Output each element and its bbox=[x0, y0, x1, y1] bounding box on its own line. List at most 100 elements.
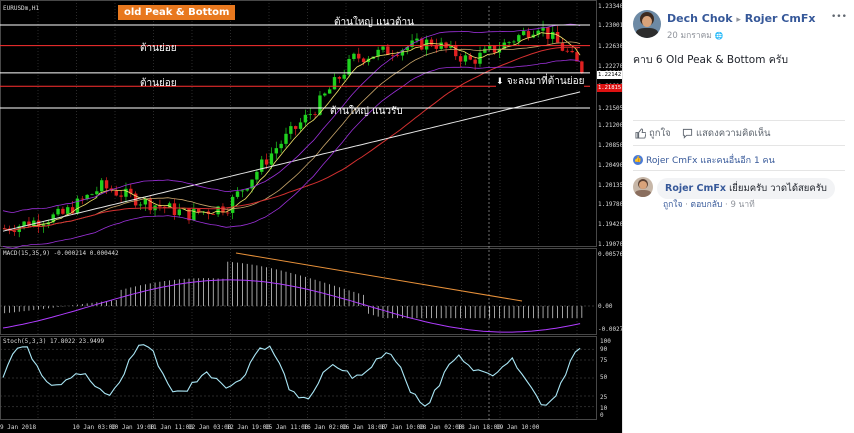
price-axis-label: 1.19070 bbox=[598, 241, 622, 248]
candle-body bbox=[250, 179, 254, 189]
candle-body bbox=[143, 198, 148, 205]
candle-body bbox=[104, 180, 109, 189]
time-axis-label: 11 Jan 11:00 bbox=[149, 424, 193, 431]
candle-body bbox=[400, 50, 405, 56]
price-axis-label: 1.19420 bbox=[598, 221, 622, 229]
price-axis-label: 1.22270 bbox=[598, 62, 622, 70]
commenter-avatar[interactable] bbox=[633, 177, 653, 197]
stoch-axis-label: 75 bbox=[600, 357, 608, 364]
trading-chart[interactable]: EURUSDm,H1 MACD(15,35,9) -0.000214 0.000… bbox=[0, 0, 622, 433]
stoch-axis-label: 50 bbox=[600, 374, 608, 381]
candle-body bbox=[22, 221, 26, 227]
candle-body bbox=[318, 95, 322, 115]
candle-body bbox=[177, 209, 181, 216]
candle-body bbox=[90, 194, 94, 196]
group-name[interactable]: Rojer CmFx bbox=[744, 12, 816, 25]
ma-slow-line bbox=[2, 46, 581, 231]
author-avatar[interactable] bbox=[633, 10, 661, 38]
comment-bubble: Rojer CmFx เยี่ยมครับ วาดได้สยครับ bbox=[657, 178, 835, 199]
more-options-icon[interactable]: ••• bbox=[831, 12, 847, 22]
candle-body bbox=[512, 41, 516, 43]
comment-actions: ถูกใจ · ตอบกลับ · 9 นาที bbox=[663, 200, 755, 210]
price-axis-label: 1.19780 bbox=[598, 201, 622, 209]
candle-body bbox=[376, 49, 380, 57]
comment-author[interactable]: Rojer CmFx bbox=[665, 183, 727, 194]
price-axis-label: 1.23001 bbox=[598, 21, 622, 29]
price-axis-label: 1.20135 bbox=[598, 181, 622, 189]
candle-body bbox=[255, 171, 259, 180]
macd-label: MACD(15,35,9) -0.000214 0.000442 bbox=[3, 250, 119, 257]
candle-body bbox=[75, 198, 80, 214]
candle-body bbox=[347, 58, 351, 75]
candle-body bbox=[95, 191, 99, 195]
candle-body bbox=[434, 44, 439, 49]
candle-body bbox=[294, 126, 298, 129]
time-axis-label: 12 Jan 19:00 bbox=[226, 424, 270, 431]
candle-body bbox=[381, 46, 385, 50]
candle-body bbox=[221, 206, 225, 213]
comment-reply-link[interactable]: ตอบกลับ bbox=[690, 200, 723, 210]
candle-body bbox=[279, 143, 283, 149]
bollinger-lower-line bbox=[2, 59, 581, 249]
candle-body bbox=[269, 153, 274, 165]
candle-body bbox=[323, 93, 327, 96]
reactions-summary[interactable]: 👍 Rojer CmFx และคนอื่นอีก 1 คน bbox=[633, 155, 775, 166]
candle-body bbox=[226, 212, 230, 214]
candle-body bbox=[235, 191, 240, 197]
facebook-post-panel: Dech Chok ▸ Rojer CmFx 20 มกราคม 🌐 ••• ค… bbox=[622, 0, 854, 433]
stoch-axis-label: 100 bbox=[600, 338, 611, 345]
stoch-axis-label: 25 bbox=[600, 394, 608, 401]
ma-fast-line bbox=[2, 32, 581, 231]
candle-body bbox=[260, 159, 264, 172]
candle-body bbox=[405, 47, 409, 51]
candle-body bbox=[303, 114, 308, 123]
stoch-axis-label: 90 bbox=[600, 346, 608, 353]
big-resistance-label: ต้านใหญ่ แนวต้าน bbox=[334, 17, 414, 28]
post-date[interactable]: 20 มกราคม bbox=[667, 31, 712, 41]
candle-body bbox=[458, 56, 463, 62]
candle-body bbox=[66, 207, 70, 214]
globe-icon: 🌐 bbox=[714, 32, 724, 40]
current-price-red: 1.21815 bbox=[597, 84, 622, 92]
candle-body bbox=[332, 77, 337, 90]
price-axis-label: 1.22630 bbox=[598, 42, 622, 50]
candle-body bbox=[507, 42, 511, 43]
candle-body bbox=[264, 159, 269, 165]
candle-body bbox=[308, 114, 312, 116]
comment-icon bbox=[682, 128, 693, 139]
candle-body bbox=[361, 58, 366, 63]
time-axis-label: 10 Jan 03:00 bbox=[72, 424, 116, 431]
candle-body bbox=[424, 39, 429, 50]
candle-body bbox=[313, 114, 317, 116]
stoch-axis-label: 0 bbox=[600, 412, 604, 419]
comment-button[interactable]: แสดงความคิดเห็น bbox=[682, 126, 771, 141]
candle-body bbox=[298, 122, 303, 129]
time-axis-label: 9 Jan 2018 bbox=[0, 424, 37, 431]
post-meta: 20 มกราคม 🌐 bbox=[667, 28, 723, 42]
candle-body bbox=[61, 208, 65, 214]
candle-body bbox=[395, 55, 400, 57]
symbol-label: EURUSDm,H1 bbox=[3, 5, 40, 12]
candle-body bbox=[187, 208, 191, 221]
candle-body bbox=[36, 220, 41, 227]
candle-body bbox=[80, 198, 84, 200]
divider bbox=[633, 170, 845, 171]
candle-body bbox=[555, 31, 560, 43]
candle-body bbox=[560, 42, 565, 51]
candle-body bbox=[570, 51, 574, 53]
comment-like-link[interactable]: ถูกใจ bbox=[663, 200, 683, 210]
ma-mid-line bbox=[2, 41, 581, 231]
like-button[interactable]: ถูกใจ bbox=[635, 126, 671, 141]
macd-axis-label: 0.00 bbox=[598, 303, 613, 310]
main-pane-border bbox=[0, 0, 597, 247]
candle-body bbox=[172, 203, 177, 216]
divider bbox=[633, 120, 845, 121]
candle-body bbox=[284, 133, 288, 144]
candle-body bbox=[51, 214, 55, 223]
candle-body bbox=[337, 77, 342, 79]
candle-body bbox=[327, 89, 332, 94]
macd-pane-border bbox=[0, 248, 597, 335]
author-name[interactable]: Dech Chok bbox=[667, 12, 733, 25]
pullback-note: ⬇ จะลงมาที่ต้านย่อย bbox=[496, 74, 585, 89]
candle-body bbox=[124, 188, 128, 197]
